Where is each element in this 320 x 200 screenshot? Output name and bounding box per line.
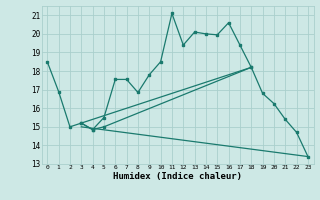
X-axis label: Humidex (Indice chaleur): Humidex (Indice chaleur) <box>113 172 242 181</box>
